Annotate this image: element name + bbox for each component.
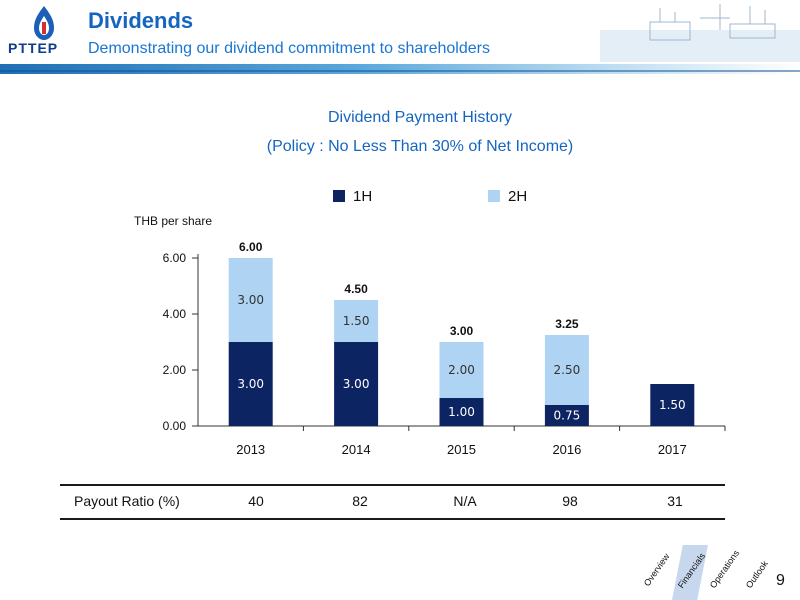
total-label-2014: 4.50 (344, 282, 368, 296)
payout-value-2013: 40 (248, 493, 264, 509)
x-tick-label-2014: 2014 (342, 442, 371, 457)
y-tick-label: 0.00 (163, 419, 187, 433)
page-title: Dividends (88, 8, 194, 33)
payout-label: Payout Ratio (%) (74, 493, 180, 509)
pttep-logo (34, 6, 54, 40)
legend-label-2h: 2H (508, 188, 528, 205)
y-tick-label: 4.00 (163, 307, 187, 321)
nav-tab-outlook[interactable]: Outlook (743, 558, 770, 590)
chart-title: Dividend Payment History (327, 109, 513, 126)
logo-text: PTTEP (8, 40, 59, 56)
legend-item-2h: 2H (488, 188, 527, 208)
dividend-chart: 0.00 2.00 4.00 6.00 3.00 3.00 6.00 2013 3.00 1.50… (163, 240, 726, 457)
bar-2h-2015 (439, 342, 484, 398)
bar-2h-2013 (228, 258, 273, 342)
payout-value-2014: 82 (352, 493, 368, 509)
data-label-2h-2016: 2.50 (554, 363, 581, 377)
data-label-1h-2013: 3.00 (237, 377, 264, 391)
nav-tab-operations[interactable]: Operations (707, 548, 742, 590)
data-label-2h-2014: 1.50 (343, 314, 370, 328)
page-number: 9 (776, 572, 785, 589)
legend-swatch-2h (488, 190, 500, 202)
legend-item-1h: 1H (333, 188, 372, 208)
payout-bottom-rule (60, 518, 725, 520)
bar-1h-2014 (334, 342, 379, 426)
bar-2h-2014 (334, 300, 379, 342)
data-label-1h-2017: 1.50 (659, 398, 686, 412)
bar-1h-2015 (439, 398, 484, 426)
x-tick-label-2013: 2013 (236, 442, 265, 457)
header-band (0, 64, 800, 74)
data-label-1h-2014: 3.00 (343, 377, 370, 391)
payout-value-2015: N/A (453, 493, 477, 509)
page-subtitle: Demonstrating our dividend commitment to… (88, 40, 490, 57)
data-label-2h-2013: 3.00 (237, 293, 264, 307)
y-axis-label: THB per share (134, 214, 213, 228)
chart-subtitle: (Policy : No Less Than 30% of Net Income… (266, 138, 574, 155)
y-tick-label: 2.00 (163, 363, 187, 377)
x-tick-label-2016: 2016 (552, 442, 581, 457)
total-label-2015: 3.00 (450, 324, 474, 338)
payout-value-2017: 31 (667, 493, 683, 509)
legend-swatch-1h (333, 190, 345, 202)
total-label-2016: 3.25 (555, 317, 579, 331)
nav-tab-overview[interactable]: Overview (641, 551, 672, 588)
bar-1h-2013 (228, 342, 273, 426)
data-label-1h-2016: 0.75 (554, 409, 581, 423)
slide-header: PTTEP Dividends Demonstrating our divide… (0, 0, 800, 78)
bar-2h-2016 (544, 335, 589, 405)
x-tick-label-2017: 2017 (658, 442, 687, 457)
y-tick-label: 6.00 (163, 251, 187, 265)
bar-1h-2016 (544, 405, 589, 426)
total-label-2013: 6.00 (239, 240, 263, 254)
data-label-1h-2015: 1.00 (448, 405, 475, 419)
payout-top-rule (60, 484, 725, 486)
header-band-line (0, 70, 800, 72)
x-tick-label-2015: 2015 (447, 442, 476, 457)
payout-value-2016: 98 (562, 493, 578, 509)
offshore-platform-graphic (580, 0, 800, 62)
bar-1h-2017 (650, 384, 695, 426)
legend-label-1h: 1H (353, 188, 373, 205)
data-label-2h-2015: 2.00 (448, 363, 475, 377)
